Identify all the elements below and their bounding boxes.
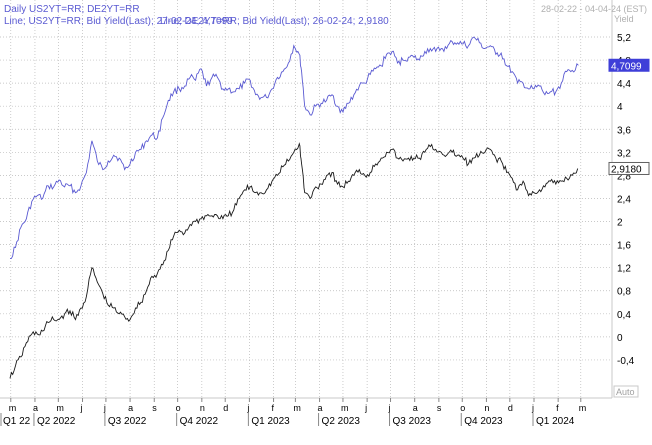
y-tick-label: 5,2 — [617, 33, 631, 44]
month-tick-label: j — [364, 403, 367, 413]
quarter-tick-label: Q2 2023 — [322, 416, 361, 427]
quarter-tick-label: Q1 22 — [3, 416, 31, 427]
month-tick-label: a — [128, 403, 133, 413]
month-tick-label: m — [293, 403, 301, 413]
auto-button-label: Auto — [616, 387, 635, 397]
quarter-tick-label: Q1 2024 — [536, 416, 575, 427]
grid — [0, 0, 612, 398]
us2y-last-badge — [608, 58, 650, 72]
month-tick-label: a — [318, 403, 323, 413]
quarter-tick-label: Q1 2023 — [251, 416, 290, 427]
month-tick-label: j — [103, 403, 106, 413]
month-tick-label: d — [508, 403, 513, 413]
month-tick-label: f — [556, 403, 559, 413]
us2y-line — [10, 36, 579, 259]
de2y-last-badge — [608, 161, 650, 175]
y-tick-label: 1,2 — [617, 264, 631, 275]
y-tick-label: 1,6 — [617, 241, 631, 252]
month-tick-label: m — [341, 403, 349, 413]
month-tick-label: a — [33, 403, 38, 413]
month-tick-label: n — [200, 403, 205, 413]
legend-us2y: Line; US2YT=RR; Bid Yield(Last); 27-02-2… — [4, 16, 233, 27]
quarter-tick-label: Q4 2022 — [180, 416, 219, 427]
de2y-last-value: 2,9180 — [611, 164, 642, 175]
month-tick-label: m — [9, 403, 17, 413]
y-tick-label: 4,4 — [617, 79, 631, 90]
month-tick-label: m — [56, 403, 64, 413]
quarter-tick-label: Q2 2022 — [37, 416, 76, 427]
y-tick-label: 3,6 — [617, 125, 631, 136]
y-tick-label: 2,4 — [617, 194, 631, 205]
series-layer — [9, 36, 579, 379]
y-tick-label: 3,2 — [617, 148, 631, 159]
y-tick-label: 0 — [617, 333, 623, 344]
y-axis-unit: Yield — [614, 14, 634, 24]
month-tick-label: j — [80, 403, 83, 413]
auto-button[interactable] — [613, 385, 639, 398]
y-tick-label: -0,4 — [617, 356, 635, 367]
quarter-tick-label: Q3 2023 — [393, 416, 432, 427]
x-axis: m a m j j a s o n d j f m a m j j a s o n d j f m Q1 22 Q2 2022 Q3 … — [0, 398, 587, 427]
month-tick-label: d — [223, 403, 228, 413]
date-range: 28-02-22 - 04-04-24 (EST) — [541, 4, 647, 14]
month-tick-label: m — [579, 403, 587, 413]
quarter-tick-label: Q3 2022 — [108, 416, 147, 427]
chart-title: Daily US2YT=RR; DE2YT=RR — [4, 4, 140, 15]
month-tick-label: f — [272, 403, 275, 413]
month-tick-label: a — [413, 403, 418, 413]
month-tick-label: j — [388, 403, 391, 413]
month-tick-label: j — [246, 403, 249, 413]
y-tick-label: 2 — [617, 218, 623, 229]
y-tick-label: 0,8 — [617, 287, 631, 298]
quarter-tick-label: Q4 2023 — [464, 416, 503, 427]
month-tick-label: s — [152, 403, 157, 413]
month-tick-label: o — [176, 403, 181, 413]
legend-de2y: Line; DE2YT=RR; Bid Yield(Last); 26-02-2… — [160, 16, 389, 27]
y-tick-label: 4 — [617, 102, 623, 113]
de2y-line — [9, 142, 579, 379]
y-tick-label: 2,8 — [617, 171, 631, 182]
last-value-badges: 4,7099 2,9180 — [608, 58, 650, 175]
month-tick-label: o — [460, 403, 465, 413]
y-tick-label: 0,4 — [617, 310, 631, 321]
us2y-last-value: 4,7099 — [611, 61, 642, 72]
month-tick-label: n — [484, 403, 489, 413]
month-tick-label: j — [531, 403, 534, 413]
month-tick-label: s — [437, 403, 442, 413]
